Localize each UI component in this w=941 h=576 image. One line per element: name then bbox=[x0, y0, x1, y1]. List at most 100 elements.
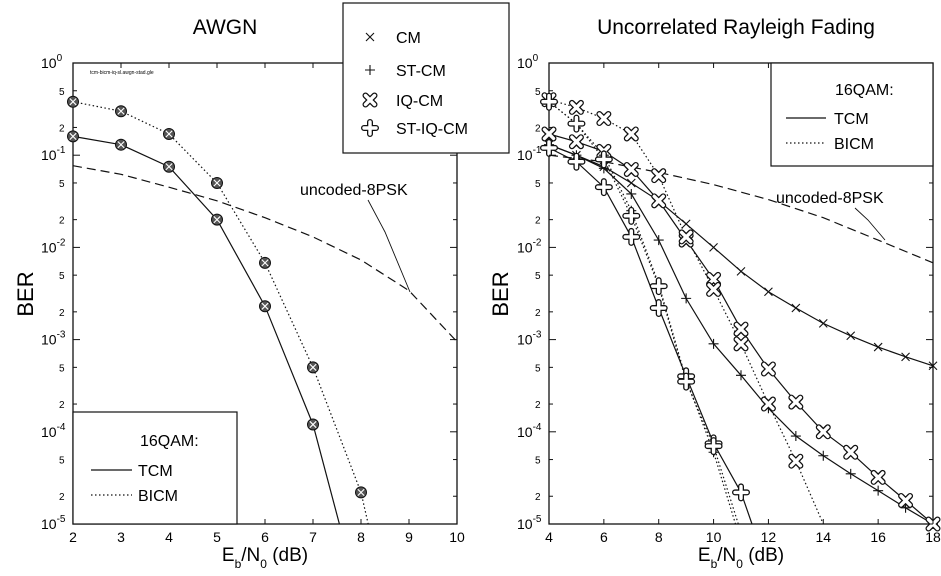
rayleigh-series-line-6 bbox=[548, 101, 739, 525]
rayleigh-legend: 16QAM: TCM BICM bbox=[770, 62, 934, 167]
awgn-ytick-label--4: 10-4 bbox=[41, 422, 66, 440]
rayleigh-ytick-minor-label--1-5: 5 bbox=[535, 87, 541, 98]
rayleigh-xtick-label-6: 16 bbox=[870, 529, 886, 545]
rayleigh-marker-2-12 bbox=[870, 469, 886, 485]
awgn-marker-1-4 bbox=[259, 256, 271, 269]
awgn-ytick-minor-label--1-2: 2 bbox=[59, 123, 65, 134]
rayleigh-ytick-minor-label--2-2: 2 bbox=[535, 216, 541, 227]
code-legend-label-st-iq-cm: ST-IQ-CM bbox=[396, 121, 468, 138]
rayleigh-legend-title: 16QAM: bbox=[835, 82, 894, 99]
awgn-marker-0-1 bbox=[115, 138, 127, 151]
awgn-ytick-minor-label--2-5: 5 bbox=[59, 179, 65, 190]
rayleigh-marker-0-3 bbox=[626, 178, 636, 188]
rayleigh-marker-6-4 bbox=[649, 277, 668, 296]
code-legend-label-cm: CM bbox=[396, 30, 421, 47]
rayleigh-marker-0-11 bbox=[846, 331, 856, 341]
rayleigh-marker-0-10 bbox=[818, 318, 828, 328]
awgn-legend: 16QAM: TCM BICM bbox=[72, 411, 238, 525]
awgn-y-axis-label: BER bbox=[13, 271, 38, 316]
rayleigh-marker-3-2 bbox=[594, 178, 613, 197]
rayleigh-marker-5-4 bbox=[651, 168, 667, 184]
rayleigh-plot-frame bbox=[548, 62, 934, 525]
rayleigh-marker-5-9 bbox=[788, 453, 804, 469]
rayleigh-marker-6-2 bbox=[594, 150, 613, 169]
awgn-xtick-label-8: 10 bbox=[449, 529, 465, 545]
rayleigh-marker-2-8 bbox=[760, 361, 776, 377]
awgn-ytick-minor-label--4-5: 5 bbox=[59, 363, 65, 374]
rayleigh-title: Uncorrelated Rayleigh Fading bbox=[597, 16, 875, 39]
awgn-xtick-label-1: 3 bbox=[117, 529, 125, 545]
rayleigh-ytick-label-0: 100 bbox=[517, 53, 539, 71]
awgn-panel: 2 3 4 5 6 7 8 9 1010-52510-42510-32510-22510-125… bbox=[13, 16, 465, 571]
rayleigh-legend-box bbox=[770, 62, 934, 167]
awgn-marker-1-0 bbox=[67, 95, 79, 108]
rayleigh-marker-3-1 bbox=[567, 152, 586, 171]
awgn-legend-title: 16QAM: bbox=[140, 433, 199, 450]
awgn-title: AWGN bbox=[193, 16, 258, 39]
awgn-marker-1-2 bbox=[163, 127, 175, 140]
awgn-ytick-minor-label--1-5: 5 bbox=[59, 87, 65, 98]
awgn-marker-0-5 bbox=[307, 418, 319, 431]
awgn-marker-0-0 bbox=[67, 130, 79, 143]
rayleigh-marker-1-9 bbox=[790, 431, 801, 442]
rayleigh-uncoded-8psk-label: uncoded-8PSK bbox=[776, 190, 884, 207]
code-legend-marker-1 bbox=[365, 65, 375, 75]
awgn-marker-1-6 bbox=[355, 486, 367, 499]
rayleigh-marker-0-14 bbox=[928, 361, 938, 371]
rayleigh-marker-2-7 bbox=[733, 321, 749, 337]
rayleigh-marker-1-7 bbox=[736, 370, 746, 381]
awgn-xtick-label-3: 5 bbox=[213, 529, 221, 545]
rayleigh-xtick-label-4: 12 bbox=[761, 529, 777, 545]
rayleigh-marker-5-7 bbox=[733, 336, 749, 352]
awgn-ytick-label--2: 10-2 bbox=[41, 237, 66, 255]
awgn-ytick-minor-label--2-2: 2 bbox=[59, 216, 65, 227]
rayleigh-xtick-label-1: 6 bbox=[600, 529, 608, 545]
rayleigh-ytick-minor-label--1-2: 2 bbox=[535, 123, 541, 134]
awgn-xtick-label-0: 2 bbox=[69, 529, 77, 545]
awgn-marker-1-3 bbox=[211, 176, 223, 189]
awgn-legend-tcm-label: TCM bbox=[138, 463, 173, 480]
rayleigh-marker-0-13 bbox=[901, 352, 910, 362]
awgn-marker-1-1 bbox=[115, 105, 127, 118]
rayleigh-marker-5-6 bbox=[706, 281, 722, 297]
awgn-xtick-label-4: 6 bbox=[261, 529, 269, 545]
rayleigh-marker-2-3 bbox=[623, 161, 639, 177]
rayleigh-ytick-minor-label--3-5: 5 bbox=[535, 271, 541, 282]
awgn-x-axis-label: Eb/N0 (dB) bbox=[222, 545, 308, 571]
rayleigh-x-axis-label: Eb/N0 (dB) bbox=[698, 545, 784, 571]
awgn-xtick-label-2: 4 bbox=[165, 529, 173, 545]
rayleigh-panel: 4 6 8 10 12 14 16 18 10-5 2 5 10-4 2 5 10-3 2 5 10-2 2 5 10-… bbox=[488, 16, 941, 571]
awgn-series-line-1 bbox=[72, 101, 369, 525]
awgn-marker-0-2 bbox=[163, 160, 175, 173]
rayleigh-legend-tcm-label: TCM bbox=[834, 111, 869, 128]
rayleigh-marker-5-1 bbox=[568, 99, 584, 115]
rayleigh-marker-2-13 bbox=[898, 492, 914, 508]
rayleigh-marker-0-7 bbox=[736, 266, 746, 276]
rayleigh-marker-2-10 bbox=[815, 424, 831, 440]
rayleigh-ytick-label--1: 10-1 bbox=[517, 145, 542, 163]
rayleigh-legend-bicm-label: BICM bbox=[834, 136, 874, 153]
rayleigh-marker-3-4 bbox=[649, 299, 668, 318]
rayleigh-ytick-minor-label--2-5: 5 bbox=[535, 179, 541, 190]
rayleigh-marker-5-2 bbox=[596, 111, 612, 127]
rayleigh-ytick-minor-label--5-5: 5 bbox=[535, 456, 541, 467]
rayleigh-marker-0-9 bbox=[791, 303, 801, 313]
file-label: tcm-bicm-iq-sl.awgn-stad.gle bbox=[90, 70, 154, 76]
rayleigh-ytick-minor-label--4-2: 2 bbox=[535, 400, 541, 411]
rayleigh-marker-2-4 bbox=[651, 193, 667, 209]
rayleigh-marker-1-3 bbox=[626, 188, 637, 199]
rayleigh-marker-1-6 bbox=[708, 338, 719, 349]
rayleigh-marker-2-9 bbox=[788, 394, 804, 410]
awgn-ytick-label--3: 10-3 bbox=[41, 330, 66, 348]
rayleigh-axis-ticks: 4 6 8 10 12 14 16 18 10-5 2 5 10-4 2 5 10-3 2 5 10-2 2 5 10-… bbox=[517, 53, 941, 545]
rayleigh-marker-3-0 bbox=[540, 138, 558, 157]
code-legend: CM ST-CM IQ-CM ST-IQ-CM bbox=[342, 2, 510, 154]
awgn-ytick-label--1: 10-1 bbox=[41, 145, 66, 163]
awgn-marker-0-3 bbox=[211, 213, 223, 226]
rayleigh-marker-0-8 bbox=[764, 287, 773, 297]
rayleigh-marker-6-3 bbox=[622, 206, 641, 225]
rayleigh-marker-5-8 bbox=[760, 396, 776, 412]
awgn-series-line-2 bbox=[72, 165, 458, 343]
awgn-ytick-label-0: 100 bbox=[41, 53, 63, 71]
